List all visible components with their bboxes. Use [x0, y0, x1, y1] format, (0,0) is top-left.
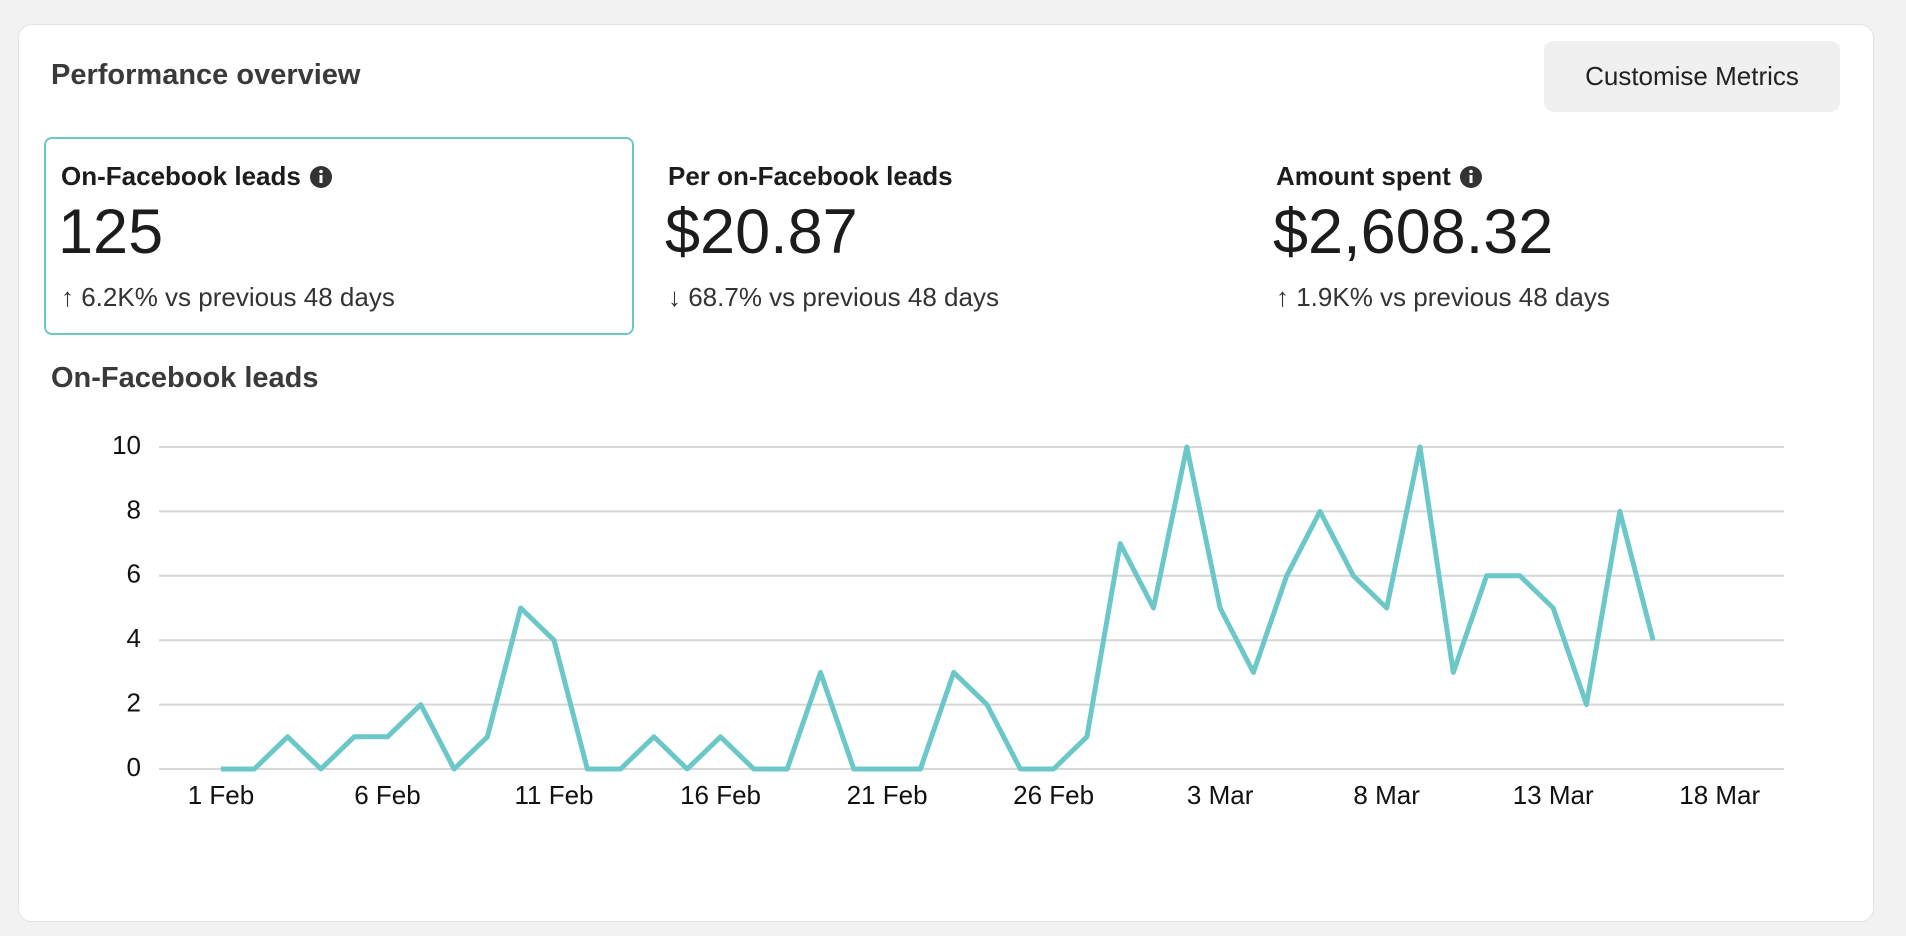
y-tick-label: 2	[127, 687, 141, 717]
metric-value: $20.87	[665, 197, 858, 267]
data-line	[220, 444, 1656, 772]
metric-change: ↓ 68.7% vs previous 48 days	[668, 282, 999, 312]
y-tick-label: 8	[127, 494, 141, 524]
metric-label: Amount spent	[1276, 161, 1483, 192]
metric-label-text: Amount spent	[1276, 161, 1451, 191]
y-tick-label: 6	[127, 559, 141, 589]
info-icon[interactable]	[309, 165, 333, 189]
metric-change: ↑ 1.9K% vs previous 48 days	[1276, 282, 1610, 312]
x-tick-label: 11 Feb	[515, 780, 594, 810]
y-tick-label: 10	[112, 430, 141, 460]
x-tick-label: 26 Feb	[1013, 780, 1094, 810]
chart-title: On-Facebook leads	[51, 362, 319, 394]
info-icon[interactable]	[1459, 165, 1483, 189]
metric-label: On-Facebook leads	[61, 161, 333, 192]
metric-change: ↑ 6.2K% vs previous 48 days	[61, 282, 395, 312]
y-tick-label: 0	[127, 752, 141, 782]
metric-label: Per on-Facebook leads	[668, 161, 953, 192]
selected-metric-box[interactable]	[44, 137, 634, 335]
x-tick-label: 1 Feb	[188, 780, 255, 810]
x-tick-label: 21 Feb	[847, 780, 928, 810]
performance-card: Performance overview Customise Metrics O…	[18, 24, 1874, 922]
x-tick-label: 18 Mar	[1679, 780, 1760, 810]
y-tick-label: 4	[127, 623, 141, 653]
x-tick-label: 13 Mar	[1513, 780, 1594, 810]
x-tick-label: 6 Feb	[354, 780, 421, 810]
x-tick-label: 3 Mar	[1187, 780, 1254, 810]
metric-value: 125	[58, 197, 164, 267]
x-tick-label: 8 Mar	[1353, 780, 1420, 810]
metric-label-text: Per on-Facebook leads	[668, 161, 953, 191]
section-title: Performance overview	[51, 59, 361, 91]
chart: 0 2 4 6 8 10 1 Feb 6 Feb 11 Feb 16 Feb 21 Feb 26 Fe…	[112, 430, 1784, 810]
x-tick-label: 16 Feb	[680, 780, 761, 810]
metric-label-text: On-Facebook leads	[61, 161, 301, 191]
metric-value: $2,608.32	[1273, 197, 1554, 267]
customise-button[interactable]: Customise Metrics	[1544, 41, 1840, 112]
